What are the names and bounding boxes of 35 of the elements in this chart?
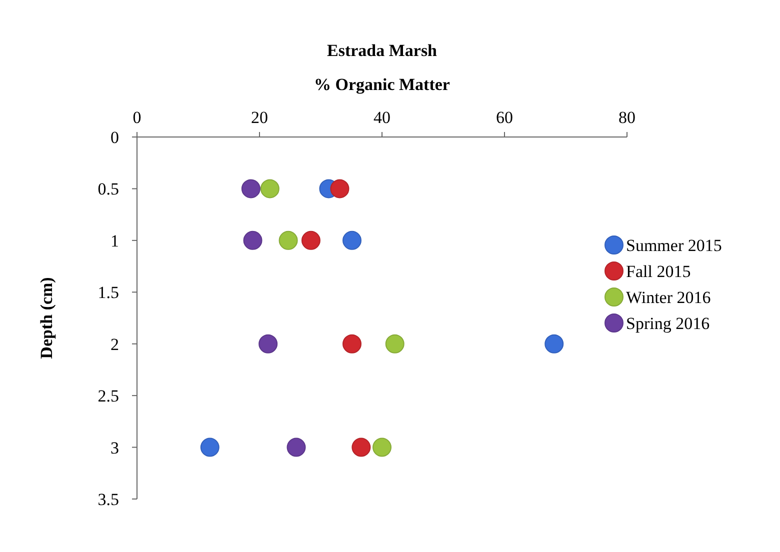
point [258, 334, 278, 354]
point [342, 230, 362, 250]
point [243, 230, 262, 250]
y-axis-title: Depth (cm) [37, 277, 56, 359]
point [286, 438, 306, 457]
point [342, 334, 362, 354]
y-tick-label: 1.5 [98, 283, 119, 302]
point [544, 334, 564, 354]
chart-title: Estrada Marsh [326, 41, 438, 60]
legend-label: Spring 2016 [626, 314, 710, 333]
y-tick-label: 3 [110, 438, 119, 458]
y-tick-label: 2 [110, 334, 119, 354]
point [352, 438, 371, 457]
legend-label: Fall 2015 [626, 262, 691, 281]
x-axis-title: % Organic Matter [314, 75, 450, 94]
x-tick-label: 0 [132, 108, 142, 127]
point [301, 230, 320, 250]
point [241, 179, 260, 198]
y-tick-label: 3.5 [98, 490, 119, 509]
y-tick-label: 2.5 [98, 386, 119, 406]
x-tick-label: 60 [496, 108, 513, 127]
point [372, 438, 392, 457]
point [260, 179, 280, 198]
x-tick-label: 20 [251, 108, 268, 127]
legend-label: Summer 2015 [626, 236, 722, 255]
y-tick-label: 0.5 [98, 180, 119, 199]
point [385, 334, 404, 354]
legend-label: Winter 2016 [626, 288, 711, 307]
y-tick-label: 1 [110, 231, 119, 250]
point [330, 179, 350, 198]
x-tick-label: 80 [618, 108, 636, 127]
x-tick-label: 40 [374, 108, 390, 127]
point [278, 230, 298, 250]
point [200, 438, 220, 457]
y-tick-label: 0 [110, 128, 119, 147]
